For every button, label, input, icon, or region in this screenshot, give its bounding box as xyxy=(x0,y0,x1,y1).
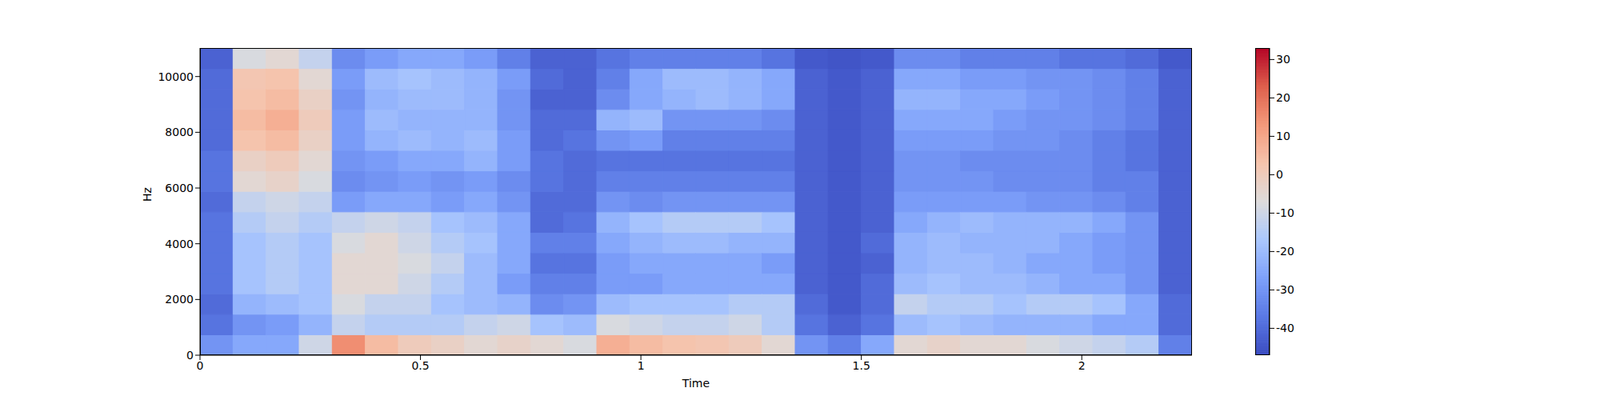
svg-text:10: 10 xyxy=(1276,129,1291,143)
svg-text:0: 0 xyxy=(186,348,194,362)
svg-text:0: 0 xyxy=(196,359,204,372)
svg-text:Time: Time xyxy=(681,376,710,390)
svg-text:-20: -20 xyxy=(1276,244,1295,258)
svg-text:10000: 10000 xyxy=(157,70,194,84)
svg-text:6000: 6000 xyxy=(164,181,194,195)
svg-text:-30: -30 xyxy=(1276,283,1295,296)
svg-text:1.5: 1.5 xyxy=(852,359,871,372)
svg-text:2000: 2000 xyxy=(164,292,194,306)
svg-text:8000: 8000 xyxy=(164,125,194,139)
svg-text:4000: 4000 xyxy=(164,237,194,251)
svg-text:-10: -10 xyxy=(1276,206,1295,220)
svg-text:Hz: Hz xyxy=(140,187,154,202)
svg-text:0: 0 xyxy=(1276,168,1284,181)
svg-text:2: 2 xyxy=(1078,359,1086,372)
svg-text:0.5: 0.5 xyxy=(411,359,429,372)
svg-text:-40: -40 xyxy=(1276,321,1295,335)
svg-text:20: 20 xyxy=(1276,91,1291,104)
svg-text:1: 1 xyxy=(637,359,645,372)
svg-text:30: 30 xyxy=(1276,52,1291,66)
